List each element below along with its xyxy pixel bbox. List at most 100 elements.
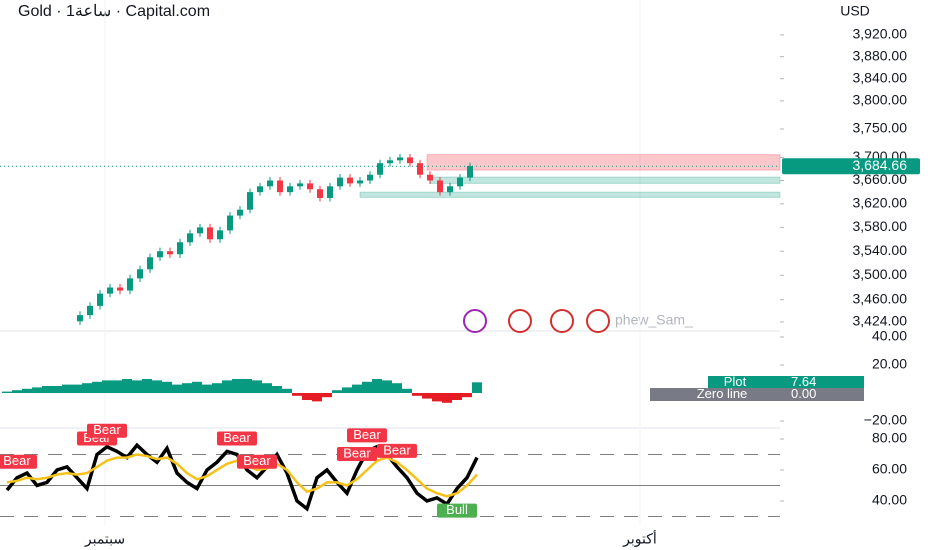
last-price-tag	[782, 158, 920, 175]
histogram-bar	[412, 392, 422, 396]
histogram-bar	[62, 384, 72, 393]
candle-body	[457, 177, 463, 187]
currency-label: USD	[840, 3, 870, 19]
candle-body	[317, 189, 323, 198]
y-tick-label: 3,840.00	[853, 69, 908, 85]
histogram-bar	[202, 384, 212, 393]
candle-body	[227, 215, 233, 231]
y-tick-label: 40.00	[872, 328, 907, 344]
histogram-bar	[362, 381, 372, 393]
last-price-label: 3,684.66	[853, 157, 908, 173]
histogram-bar	[272, 385, 282, 393]
histogram-bar	[322, 392, 332, 398]
candle-body	[97, 293, 103, 306]
histogram-bar	[52, 385, 62, 393]
histogram-bar	[122, 378, 132, 393]
candle-body	[407, 157, 413, 164]
y-tick-label: 3,920.00	[853, 26, 908, 42]
histogram-bar	[442, 392, 452, 403]
histogram-bar	[172, 384, 182, 393]
signal-label: Bear	[353, 427, 381, 442]
y-tick-label: 3,424.00	[853, 313, 908, 329]
signal-label: Bear	[343, 445, 371, 460]
candle-body	[387, 160, 393, 164]
histogram-bar	[352, 384, 362, 393]
histogram-bar	[372, 378, 382, 393]
signal-tag	[217, 431, 257, 446]
candle-body	[417, 163, 423, 175]
histogram-bar	[242, 378, 252, 393]
watermark-icons	[463, 309, 610, 333]
y-tick-label: 3,880.00	[853, 47, 908, 63]
candle-body	[427, 174, 433, 181]
histogram-bar	[2, 391, 12, 393]
candle-body	[397, 157, 403, 161]
candle-body	[437, 180, 443, 193]
histogram-bar	[222, 380, 232, 393]
candle-body	[157, 251, 163, 258]
candle-body	[287, 186, 293, 193]
signal-label: Bear	[223, 430, 251, 445]
signal-tag	[237, 454, 277, 469]
candle-body	[277, 180, 283, 193]
zero-line-tag	[650, 388, 864, 401]
histogram-bar	[182, 383, 192, 393]
histogram-bar	[32, 387, 42, 393]
histogram-bar	[382, 380, 392, 393]
histogram-bar	[212, 383, 222, 393]
signal-label: Bear	[243, 453, 271, 468]
signal-label: Bear	[93, 422, 121, 437]
histogram-bar	[472, 382, 482, 393]
plot-value: 7.64	[791, 374, 816, 389]
y-tick-label: 3,660.00	[853, 171, 908, 187]
candle-body	[327, 186, 333, 198]
signal-tag	[437, 503, 477, 518]
histogram-bar	[252, 380, 262, 393]
plot-tag	[708, 376, 864, 389]
y-tick-label: 3,460.00	[853, 290, 908, 306]
histogram-bar	[432, 392, 442, 402]
histogram-bar	[22, 388, 32, 393]
candle-body	[117, 287, 123, 291]
candle-body	[107, 287, 113, 294]
zero-line-value: 0.00	[791, 386, 816, 401]
signal-label: Bull	[446, 502, 468, 517]
candle-body	[77, 315, 83, 322]
histogram-bar	[132, 380, 142, 393]
candle-body	[357, 180, 363, 184]
histogram-bar	[72, 384, 82, 393]
histogram-bar	[162, 381, 172, 393]
signal-tag	[0, 454, 37, 469]
y-tick-label: 3,750.00	[853, 120, 908, 136]
histogram-bar	[342, 387, 352, 393]
candle-body	[197, 227, 203, 234]
signal-label: Bear	[383, 442, 411, 457]
candle-body	[307, 183, 313, 190]
candle-body	[247, 192, 253, 210]
histogram-bar	[92, 381, 102, 393]
histogram-bar	[452, 392, 462, 400]
y-tick-label: 3,800.00	[853, 92, 908, 108]
candle-body	[337, 177, 343, 187]
histogram-bar	[192, 381, 202, 393]
histogram-bar	[152, 380, 162, 393]
histogram-bar	[142, 378, 152, 393]
histogram-bar	[302, 392, 312, 400]
candle-body	[127, 278, 133, 291]
y-tick-label: 3,620.00	[853, 195, 908, 211]
y-tick-label: 60.00	[872, 461, 907, 477]
candle-body	[87, 305, 93, 316]
candle-body	[347, 177, 353, 184]
chart-title: Gold · 1ساعة · Capital.com	[18, 3, 210, 20]
y-tick-label: −20.00	[864, 412, 907, 428]
y-tick-label: 40.00	[872, 492, 907, 508]
y-tick-label: 20.00	[872, 356, 907, 372]
y-tick-label: 3,500.00	[853, 266, 908, 282]
y-tick-label: 3,540.00	[853, 242, 908, 258]
histogram-bar	[12, 390, 22, 393]
candle-body	[447, 186, 453, 193]
watermark-text: phew_Sam_	[615, 312, 693, 328]
y-tick-label: 3,580.00	[853, 218, 908, 234]
histogram-bar	[82, 383, 92, 393]
